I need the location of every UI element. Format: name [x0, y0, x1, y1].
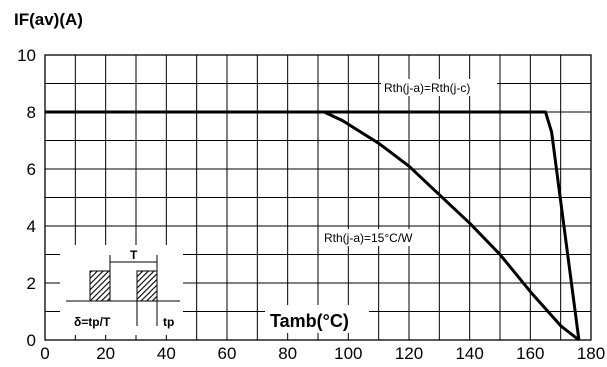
series-label-rth-jc: Rth(j-a)=Rth(j-c) [384, 81, 470, 95]
y-tick-label: 6 [27, 160, 36, 179]
x-tick-label: 100 [334, 344, 362, 363]
y-tick-label: 10 [17, 46, 36, 65]
y-tick-label: 4 [27, 217, 36, 236]
y-tick-labels: 0 2 4 6 8 10 [17, 46, 36, 350]
inset-pulse-1 [89, 270, 111, 302]
inset-pulse-label: tp [163, 315, 174, 329]
y-tick-label: 8 [27, 103, 36, 122]
inset-duty-label: δ=tp/T [74, 315, 111, 329]
x-tick-label: 60 [218, 344, 237, 363]
y-tick-label: 0 [27, 331, 36, 350]
x-tick-label: 80 [278, 344, 297, 363]
data-series [45, 110, 581, 342]
x-label-bg [265, 305, 369, 333]
series-label-rth-15: Rth(j-a)=15°C/W [324, 231, 413, 245]
y-tick-label: 2 [27, 274, 36, 293]
series-line-1 [45, 110, 581, 341]
plot-frame [44, 54, 592, 341]
x-tick-label: 40 [157, 344, 176, 363]
inset-background [60, 245, 183, 335]
x-tick-label: 0 [40, 344, 49, 363]
pulse-inset: T δ=tp/T tp [60, 245, 183, 335]
inset-pulse-2 [136, 270, 158, 302]
series-label-2-bg [322, 229, 438, 246]
x-axis-label: Tamb(°C) [270, 311, 349, 331]
series-label-1-bg [381, 79, 497, 96]
x-tick-label: 160 [516, 344, 544, 363]
y-axis-label: IF(av)(A) [14, 10, 83, 29]
inset-period-label: T [130, 248, 138, 262]
series-line-2 [323, 110, 580, 342]
x-tick-label: 120 [395, 344, 423, 363]
x-tick-label: 140 [455, 344, 483, 363]
x-tick-labels: 0 20 40 60 80 100 120 140 160 180 [40, 344, 605, 363]
x-tick-label: 20 [96, 344, 115, 363]
x-tick-label: 180 [577, 344, 605, 363]
